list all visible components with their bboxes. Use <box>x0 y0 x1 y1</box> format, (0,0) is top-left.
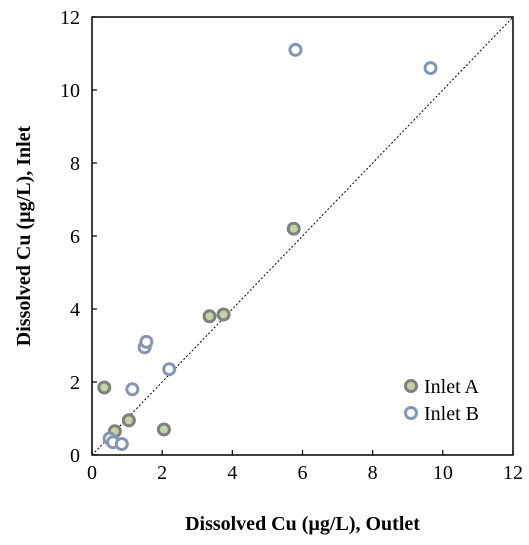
x-tick-label: 6 <box>298 462 308 484</box>
point-inlet-a <box>156 422 171 437</box>
point-inlet-a <box>202 309 217 324</box>
x-axis-title: Dissolved Cu (µg/L), Outlet <box>185 513 420 535</box>
point-inlet-b <box>139 334 154 349</box>
one-to-one-line <box>91 16 514 456</box>
x-tick-label: 10 <box>433 462 453 484</box>
legend: Inlet A Inlet B <box>404 376 480 425</box>
data-points <box>97 42 438 452</box>
x-tick-label: 8 <box>368 462 378 484</box>
y-tick-label: 8 <box>70 153 80 175</box>
legend-marker-inlet-a <box>404 379 418 393</box>
legend-marker-inlet-b <box>404 406 418 420</box>
point-inlet-b <box>423 61 438 76</box>
point-inlet-a <box>121 413 136 428</box>
x-axis-ticks: 0 2 4 6 8 10 12 <box>87 450 523 484</box>
y-tick-label: 6 <box>70 226 80 248</box>
x-tick-label: 12 <box>503 462 523 484</box>
point-inlet-b <box>125 382 140 397</box>
x-tick-label: 0 <box>87 462 97 484</box>
legend-label-inlet-a: Inlet A <box>424 376 480 398</box>
legend-label-inlet-b: Inlet B <box>424 403 479 425</box>
y-tick-label: 12 <box>60 7 80 29</box>
y-tick-label: 10 <box>60 80 80 102</box>
y-tick-label: 4 <box>70 299 80 321</box>
y-tick-label: 2 <box>70 372 80 394</box>
x-tick-label: 2 <box>157 462 167 484</box>
y-tick-label: 0 <box>70 445 80 467</box>
point-inlet-b <box>288 42 303 57</box>
point-inlet-a <box>216 307 231 322</box>
point-inlet-b <box>162 362 177 377</box>
point-inlet-a <box>97 380 112 395</box>
point-inlet-a <box>286 221 301 236</box>
point-inlet-b <box>114 437 129 452</box>
y-axis-ticks: 0 2 4 6 8 10 12 <box>60 7 97 467</box>
y-axis-title: Dissolved Cu (µg/L), Inlet <box>13 125 35 346</box>
reference-line-layer <box>91 16 514 456</box>
x-tick-label: 4 <box>227 462 237 484</box>
